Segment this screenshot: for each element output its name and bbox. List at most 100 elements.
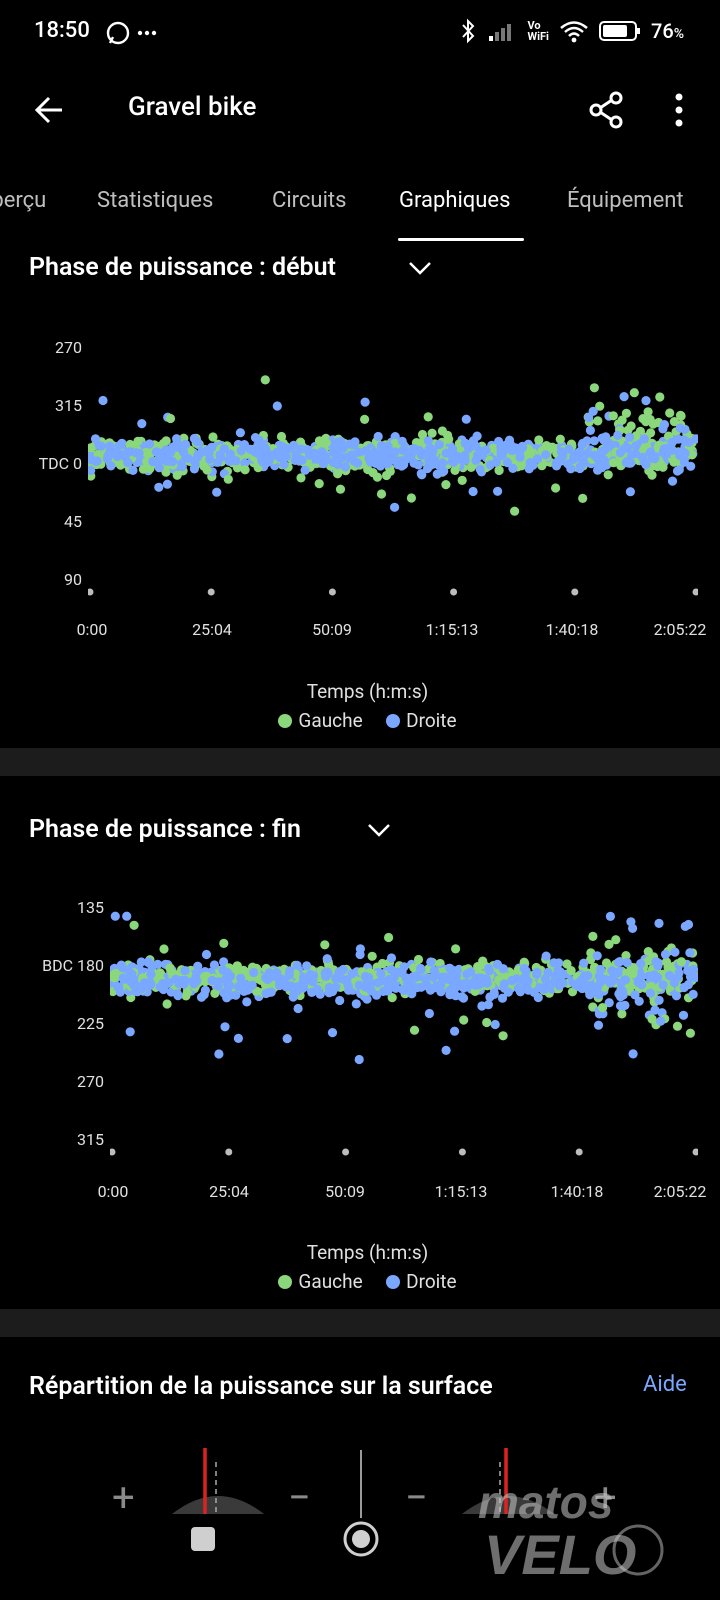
scatter-point-gauche: [567, 987, 578, 997]
scatter-point-droite: [253, 440, 263, 450]
chart2-ytick: 135: [77, 898, 104, 917]
chart1-title[interactable]: Phase de puissance : début: [29, 253, 336, 282]
scatter-point-gauche: [644, 956, 654, 966]
scatter-point-droite: [475, 464, 485, 474]
tab-circuits[interactable]: Circuits: [272, 188, 347, 213]
scatter-point-droite: [679, 982, 689, 993]
scatter-point-droite: [502, 458, 512, 468]
scatter-point-gauche: [321, 438, 331, 448]
scatter-point-droite: [585, 425, 595, 435]
scatter-point-droite: [159, 980, 169, 990]
home-button-icon[interactable]: [342, 1520, 380, 1558]
scatter-point-droite: [276, 974, 286, 984]
more-options-icon[interactable]: [672, 92, 686, 128]
scatter-point-droite: [376, 969, 386, 979]
scatter-point-droite: [641, 460, 651, 470]
minus-symbol: −: [288, 1474, 311, 1521]
chart2-plot-area[interactable]: [110, 900, 698, 1170]
tab-equipement[interactable]: Équipement: [567, 188, 684, 213]
scatter-point-droite: [616, 985, 626, 995]
scatter-point-droite: [550, 971, 560, 981]
scatter-point-droite: [558, 978, 568, 988]
scatter-point-droite: [448, 973, 458, 983]
scatter-point-droite: [125, 1027, 135, 1037]
scatter-point-droite: [448, 444, 458, 454]
scatter-point-droite: [315, 449, 325, 460]
scatter-point-gauche: [608, 411, 618, 421]
scatter-point-gauche: [199, 461, 209, 471]
scatter-point-droite: [515, 452, 525, 462]
scatter-point-droite: [266, 972, 276, 982]
tab-graphiques[interactable]: Graphiques: [399, 188, 511, 213]
scatter-point-droite: [327, 1028, 338, 1038]
scatter-point-droite: [660, 949, 671, 959]
scatter-point-droite: [300, 465, 310, 475]
scatter-point-droite: [205, 454, 215, 464]
scatter-point-droite: [532, 969, 542, 979]
power-distribution-title: Répartition de la puissance sur la surfa…: [29, 1372, 493, 1401]
scatter-point-gauche: [133, 436, 143, 446]
scatter-point-droite: [416, 469, 426, 479]
chart1-legend: Gauche Droite: [0, 709, 720, 732]
scatter-point-droite: [360, 971, 370, 982]
scatter-point-gauche: [669, 417, 680, 427]
scatter-point-droite: [143, 957, 153, 968]
scatter-point-droite: [685, 948, 695, 958]
chart1-plot-area[interactable]: [88, 340, 698, 610]
scatter-point-gauche: [161, 467, 171, 477]
scatter-point-droite: [397, 436, 407, 446]
legend-item-droite[interactable]: Droite: [386, 709, 457, 732]
scatter-point-gauche: [276, 431, 287, 442]
scatter-point-droite: [596, 964, 606, 975]
scatter-point-gauche: [623, 425, 633, 435]
svg-text:VELO: VELO: [484, 1523, 636, 1586]
scatter-point-droite: [383, 441, 393, 451]
scatter-point-gauche: [260, 375, 270, 385]
chart1-dropdown-chevron-icon[interactable]: [406, 258, 434, 278]
legend-item-gauche[interactable]: Gauche: [278, 1270, 363, 1293]
scatter-point-droite: [470, 980, 480, 990]
scatter-point-droite: [258, 457, 268, 467]
scatter-point-droite: [445, 963, 455, 973]
scatter-point-droite: [426, 957, 436, 967]
tab-statistiques[interactable]: Statistiques: [97, 188, 214, 213]
scatter-point-droite: [335, 995, 345, 1006]
scatter-point-droite: [491, 457, 501, 467]
scatter-point-droite: [667, 437, 677, 447]
scatter-point-gauche: [526, 447, 536, 457]
chart1-xtick: 25:04: [192, 620, 232, 639]
scatter-point-droite: [458, 979, 468, 989]
chart2-ytick: 270: [77, 1072, 104, 1091]
scatter-point-droite: [658, 980, 668, 990]
scatter-point-gauche: [534, 435, 544, 445]
scatter-point-droite: [110, 911, 120, 921]
recents-button-icon[interactable]: [190, 1526, 216, 1552]
tab-apercu[interactable]: Aperçu: [0, 188, 47, 213]
scatter-point-droite: [236, 446, 246, 456]
scatter-point-gauche: [384, 932, 394, 943]
scatter-point-droite: [128, 465, 138, 475]
battery-icon: [598, 21, 640, 41]
scatter-point-droite: [490, 1019, 500, 1030]
legend-item-gauche[interactable]: Gauche: [278, 709, 363, 732]
scatter-point-droite: [267, 450, 277, 460]
scatter-point-droite: [555, 456, 565, 466]
scatter-point-droite: [181, 439, 191, 450]
scatter-point-droite: [557, 970, 567, 980]
chart2-title[interactable]: Phase de puissance : fin: [29, 815, 301, 844]
scatter-point-droite: [401, 973, 411, 983]
help-link[interactable]: Aide: [643, 1372, 687, 1397]
share-icon[interactable]: [588, 90, 624, 130]
scatter-point-gauche: [240, 465, 250, 475]
scatter-point-gauche: [589, 383, 599, 393]
page-title: Gravel bike: [128, 92, 257, 122]
x-axis-tick-dot: [575, 1148, 583, 1156]
scatter-point-droite: [654, 995, 664, 1005]
plus-symbol: +: [112, 1474, 135, 1521]
vowifi-label: Vo WiFi: [527, 19, 549, 43]
scatter-point-gauche: [621, 951, 631, 961]
scatter-point-gauche: [617, 415, 627, 425]
back-arrow-icon[interactable]: [34, 94, 66, 126]
chart2-dropdown-chevron-icon[interactable]: [365, 820, 393, 840]
legend-item-droite[interactable]: Droite: [386, 1270, 457, 1293]
